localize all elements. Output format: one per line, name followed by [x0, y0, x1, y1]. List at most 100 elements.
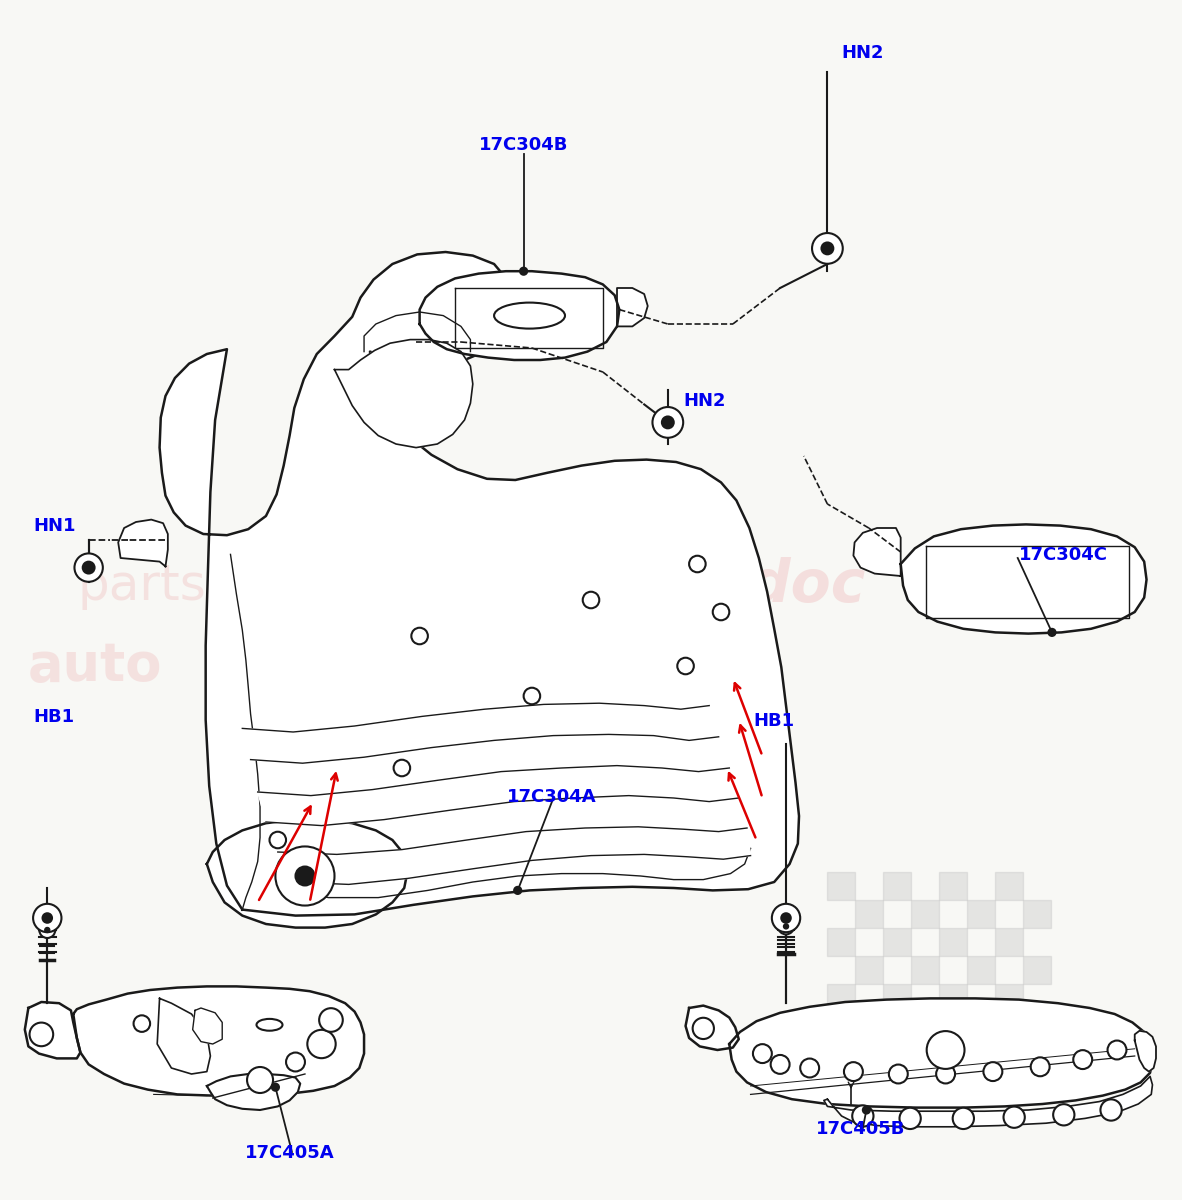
Bar — [967, 956, 995, 984]
Circle shape — [74, 553, 103, 582]
Text: parts: parts — [77, 562, 207, 610]
Circle shape — [1100, 1099, 1122, 1121]
Circle shape — [307, 1030, 336, 1058]
Circle shape — [771, 1055, 790, 1074]
Ellipse shape — [494, 302, 565, 329]
Circle shape — [689, 556, 706, 572]
Ellipse shape — [256, 1019, 282, 1031]
Bar — [967, 900, 995, 928]
Circle shape — [269, 832, 286, 848]
Polygon shape — [729, 998, 1152, 1108]
Circle shape — [800, 1058, 819, 1078]
Circle shape — [1108, 1040, 1126, 1060]
Bar — [911, 900, 940, 928]
Text: HB1: HB1 — [33, 708, 74, 726]
Polygon shape — [193, 1008, 222, 1044]
Circle shape — [394, 760, 410, 776]
Bar — [827, 872, 856, 900]
Polygon shape — [157, 998, 210, 1074]
Bar — [883, 872, 911, 900]
Circle shape — [852, 1105, 873, 1127]
Text: scuderia: scuderia — [222, 620, 676, 712]
Polygon shape — [258, 766, 739, 826]
Text: autodoc: autodoc — [600, 557, 865, 614]
Polygon shape — [207, 820, 408, 928]
Circle shape — [39, 922, 56, 938]
Circle shape — [844, 1062, 863, 1081]
Bar — [995, 984, 1024, 1012]
Bar — [995, 928, 1024, 956]
Circle shape — [134, 1015, 150, 1032]
Polygon shape — [420, 271, 619, 360]
Circle shape — [275, 846, 335, 906]
Circle shape — [772, 904, 800, 932]
Circle shape — [889, 1064, 908, 1084]
Text: HN2: HN2 — [842, 44, 884, 62]
Circle shape — [953, 1108, 974, 1129]
Polygon shape — [118, 520, 168, 566]
Text: HN2: HN2 — [683, 392, 726, 410]
Bar — [940, 872, 967, 900]
Circle shape — [520, 268, 527, 275]
Bar — [883, 984, 911, 1012]
Polygon shape — [25, 1002, 80, 1058]
Circle shape — [524, 688, 540, 704]
Circle shape — [863, 1106, 870, 1114]
Polygon shape — [1135, 1031, 1156, 1072]
Circle shape — [778, 918, 794, 935]
Circle shape — [286, 1052, 305, 1072]
Circle shape — [30, 1022, 53, 1046]
Bar — [995, 872, 1024, 900]
Text: 17C405B: 17C405B — [816, 1120, 905, 1138]
Bar — [883, 928, 911, 956]
Bar — [856, 900, 883, 928]
Circle shape — [713, 604, 729, 620]
Circle shape — [272, 1084, 279, 1091]
Circle shape — [411, 628, 428, 644]
Circle shape — [247, 1067, 273, 1093]
Circle shape — [1073, 1050, 1092, 1069]
Polygon shape — [853, 528, 901, 576]
Polygon shape — [73, 986, 364, 1096]
Circle shape — [1004, 1106, 1025, 1128]
Circle shape — [1048, 629, 1056, 636]
Text: 17C405A: 17C405A — [245, 1144, 335, 1162]
Polygon shape — [824, 1076, 1152, 1127]
Circle shape — [936, 1064, 955, 1084]
Text: HB1: HB1 — [753, 712, 794, 730]
Text: 17C304B: 17C304B — [479, 136, 569, 154]
Bar — [1024, 956, 1052, 984]
Polygon shape — [278, 827, 751, 884]
Text: auto: auto — [27, 640, 162, 692]
Circle shape — [43, 913, 52, 923]
Circle shape — [514, 887, 521, 894]
Circle shape — [983, 1062, 1002, 1081]
Text: 17C304A: 17C304A — [507, 788, 597, 806]
Circle shape — [821, 242, 833, 254]
Bar — [940, 984, 967, 1012]
Bar — [911, 956, 940, 984]
Polygon shape — [617, 288, 648, 326]
Polygon shape — [335, 340, 473, 448]
Circle shape — [319, 1008, 343, 1032]
Circle shape — [781, 913, 791, 923]
Text: HN1: HN1 — [33, 517, 76, 535]
Circle shape — [753, 1044, 772, 1063]
Bar — [856, 956, 883, 984]
Text: 17C304C: 17C304C — [1019, 546, 1108, 564]
Circle shape — [1031, 1057, 1050, 1076]
Circle shape — [812, 233, 843, 264]
Polygon shape — [901, 524, 1147, 634]
Bar — [940, 928, 967, 956]
Circle shape — [900, 1108, 921, 1129]
Circle shape — [83, 562, 95, 574]
Polygon shape — [160, 252, 799, 916]
Circle shape — [662, 416, 674, 428]
Circle shape — [296, 866, 314, 886]
Circle shape — [677, 658, 694, 674]
Bar — [827, 984, 856, 1012]
Circle shape — [693, 1018, 714, 1039]
Circle shape — [33, 904, 61, 932]
Circle shape — [45, 928, 50, 932]
Polygon shape — [207, 1074, 300, 1110]
